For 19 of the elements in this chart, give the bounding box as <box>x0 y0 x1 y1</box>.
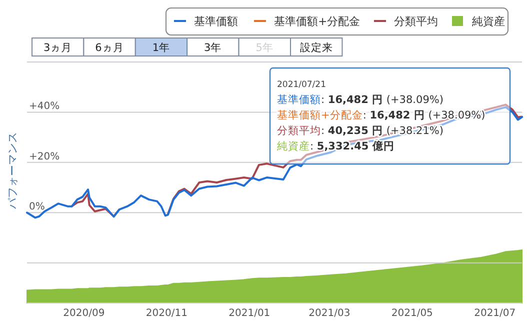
y-tick-label: +20% <box>29 151 60 162</box>
x-tick-label: 2021/05 <box>391 308 433 319</box>
legend-label: 基準価額+分配金 <box>274 15 360 28</box>
x-tick-label: 2021/03 <box>308 308 350 319</box>
annotation: 2021/07/21 <box>277 80 326 90</box>
legend-label: 分類平均 <box>394 15 438 28</box>
y-tick-label: +40% <box>29 101 60 112</box>
annotation: 分類平均: 40,235 円 (+38.21%) <box>277 125 444 137</box>
legend-label: 基準価額 <box>194 15 238 28</box>
y-tick-label: 0% <box>29 202 45 213</box>
x-tick-label: 2021/01 <box>228 308 270 319</box>
x-tick-label: 2021/07 <box>474 308 516 319</box>
annotation: 基準価額: 16,482 円 (+38.09%) <box>277 93 444 106</box>
annotation: 純資産: 5,332.45 億円 <box>277 140 394 152</box>
y-axis-title: パフォーマンス <box>6 132 19 210</box>
x-tick-label: 2020/11 <box>146 308 188 319</box>
annotation: 基準価額+分配金: 16,482 円 (+38.09%) <box>277 108 486 122</box>
legend-label: 純資産 <box>472 15 505 28</box>
x-tick-label: 2020/09 <box>63 308 105 319</box>
